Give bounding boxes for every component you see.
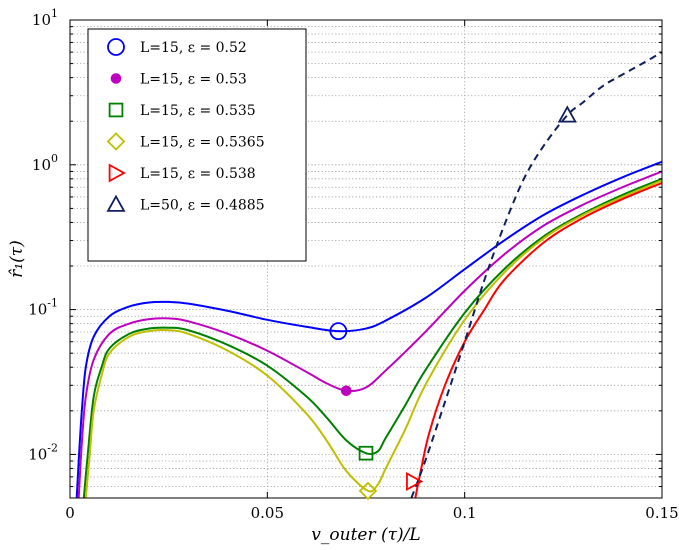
- x-tick-label: 0.1: [453, 504, 477, 522]
- legend-label-1: L=15, ε = 0.53: [140, 72, 247, 88]
- legend-marker-2: [108, 102, 124, 118]
- legend-marker-3: [106, 132, 126, 151]
- series-layer: [75, 51, 662, 498]
- series-marker-5: [557, 105, 577, 123]
- x-axis-label: v_outer (τ)/L: [311, 525, 420, 545]
- series-marker-0: [329, 322, 348, 341]
- legend-label-2: L=15, ε = 0.535: [140, 103, 256, 119]
- x-tick-label: 0.15: [645, 504, 678, 522]
- series-line-5: [410, 51, 662, 498]
- legend-marker-0: [107, 38, 125, 56]
- legend-marker-4: [108, 163, 126, 183]
- y-tick-label: 10-2: [28, 441, 58, 463]
- legend-marker-5: [106, 194, 126, 212]
- series-marker-4: [406, 471, 424, 492]
- y-tick-label: 100: [32, 152, 58, 174]
- legend: L=15, ε = 0.52 L=15, ε = 0.53 L=15, ε = 0.…: [87, 28, 307, 262]
- legend-marker-1: [110, 73, 122, 84]
- series-line-4: [414, 181, 662, 498]
- legend-label-0: L=15, ε = 0.52: [140, 40, 247, 56]
- series-line-3: [84, 179, 662, 498]
- legend-box: [87, 28, 307, 262]
- markers-layer: [329, 105, 577, 501]
- series-marker-3: [358, 481, 378, 501]
- y-tick-label: 101: [32, 7, 58, 29]
- y-tick-label: 10-1: [28, 297, 58, 319]
- series-line-1: [77, 170, 662, 498]
- series-line-2: [82, 177, 662, 498]
- legend-label-3: L=15, ε = 0.5365: [140, 135, 265, 151]
- ticks: 0 0.05 0.1 0.15 101 100 10-1 10-2: [28, 7, 679, 522]
- series-marker-2: [358, 445, 374, 461]
- series-marker-1: [340, 385, 352, 397]
- legend-label-4: L=15, ε = 0.538: [140, 166, 256, 182]
- legend-label-5: L=50, ε = 0.4885: [140, 198, 265, 214]
- y-axis-label: r̂₁(τ): [7, 240, 27, 278]
- x-tick-label: 0.05: [251, 504, 284, 522]
- series-line-0: [75, 160, 662, 498]
- x-tick-label: 0: [65, 504, 75, 522]
